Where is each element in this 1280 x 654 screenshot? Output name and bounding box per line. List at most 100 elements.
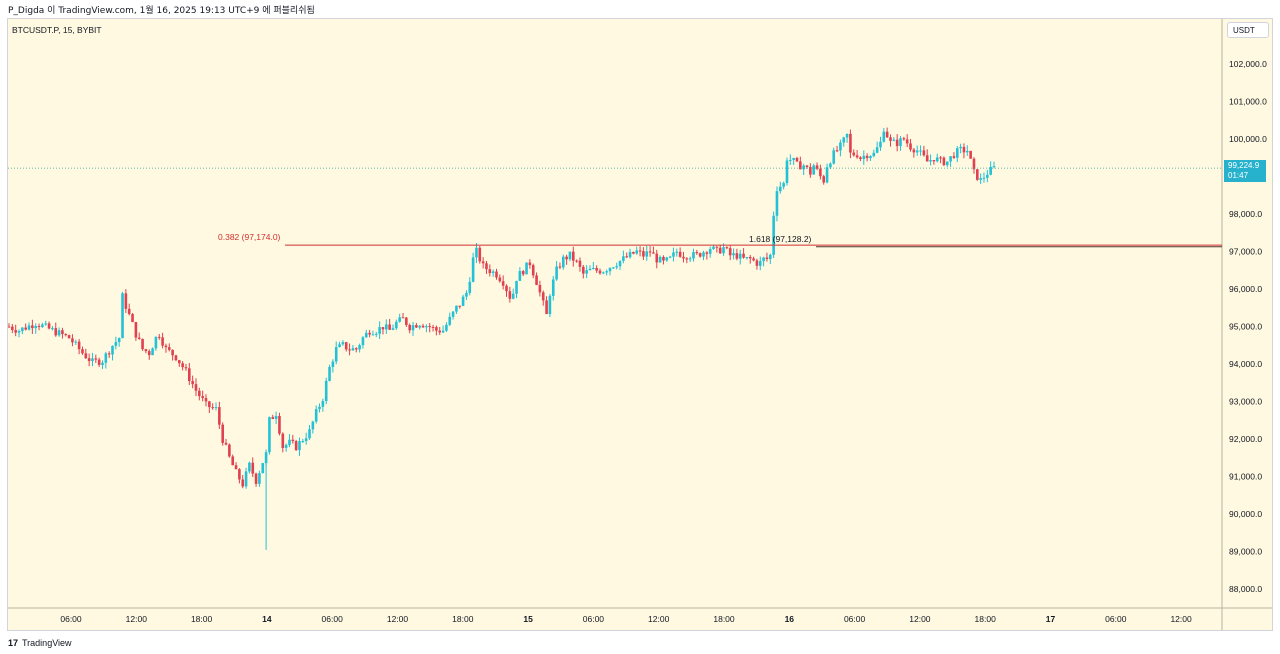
candle-body bbox=[181, 363, 184, 368]
candle-body bbox=[738, 253, 742, 259]
candle-body bbox=[411, 325, 415, 331]
candle-body bbox=[485, 263, 488, 270]
candle-body bbox=[531, 265, 535, 276]
candle-body bbox=[799, 161, 802, 170]
candle-body bbox=[538, 284, 542, 293]
candle-body bbox=[334, 347, 338, 362]
candle-body bbox=[425, 326, 428, 328]
candle-body bbox=[795, 157, 799, 162]
candle-body bbox=[281, 433, 285, 448]
x-tick-label: 12:00 bbox=[387, 614, 409, 624]
candle-body bbox=[67, 335, 71, 339]
candle-body bbox=[982, 177, 986, 179]
currency-button[interactable]: USDT bbox=[1227, 22, 1269, 38]
candle-body bbox=[488, 269, 492, 274]
candle-body bbox=[461, 296, 465, 306]
tradingview-brand: TradingView bbox=[22, 638, 72, 648]
x-tick-label: 18:00 bbox=[975, 614, 997, 624]
candle-body bbox=[772, 215, 775, 255]
candle-body bbox=[304, 438, 308, 442]
candle-body bbox=[171, 349, 174, 356]
candle-body bbox=[117, 338, 121, 342]
candle-body bbox=[491, 271, 495, 274]
candle-body bbox=[421, 325, 425, 328]
candle-body bbox=[622, 256, 625, 261]
candle-body bbox=[141, 338, 144, 350]
candle-body bbox=[615, 266, 618, 268]
candle-body bbox=[642, 251, 645, 257]
candle-body bbox=[929, 160, 932, 162]
candle-body bbox=[388, 324, 391, 330]
candle-body bbox=[41, 324, 44, 327]
candle-body bbox=[374, 333, 378, 335]
candle-body bbox=[732, 253, 735, 256]
candle-body bbox=[261, 463, 265, 474]
bar-countdown: 01:47 bbox=[1228, 171, 1249, 180]
candle-body bbox=[27, 325, 31, 330]
candle-body bbox=[301, 441, 305, 443]
candle-body bbox=[201, 396, 204, 399]
candle-body bbox=[802, 165, 805, 170]
candle-body bbox=[755, 260, 759, 266]
candle-body bbox=[588, 268, 592, 271]
candle-body bbox=[294, 441, 298, 451]
candle-body bbox=[161, 337, 164, 346]
candle-body bbox=[194, 384, 198, 391]
candle-body bbox=[555, 266, 558, 280]
candle-body bbox=[54, 328, 58, 336]
candle-body bbox=[478, 247, 482, 262]
y-tick-label: 89,000.0 bbox=[1229, 547, 1262, 557]
candle-body bbox=[278, 415, 281, 434]
candle-body bbox=[415, 325, 418, 328]
candle-body bbox=[61, 330, 64, 335]
x-tick-label: 18:00 bbox=[452, 614, 474, 624]
candle-body bbox=[842, 137, 846, 143]
y-tick-label: 95,000.0 bbox=[1229, 322, 1262, 332]
publish-info: P_Digda 이 TradingView.com, 1월 16, 2025 1… bbox=[8, 6, 315, 16]
x-tick-label: 06:00 bbox=[60, 614, 82, 624]
candle-body bbox=[34, 326, 38, 329]
candle-body bbox=[248, 462, 251, 472]
candle-body bbox=[865, 155, 869, 159]
candle-body bbox=[351, 348, 355, 351]
candle-body bbox=[952, 156, 956, 158]
candle-body bbox=[505, 285, 508, 292]
y-tick-label: 91,000.0 bbox=[1229, 472, 1262, 482]
candle-body bbox=[438, 330, 442, 333]
candle-body bbox=[935, 157, 939, 162]
candle-body bbox=[825, 167, 829, 183]
candle-body bbox=[391, 328, 395, 330]
x-tick-label: 15 bbox=[523, 614, 533, 624]
candle-body bbox=[922, 150, 926, 156]
candle-body bbox=[498, 277, 502, 282]
candle-body bbox=[545, 300, 548, 315]
candle-body bbox=[612, 267, 615, 269]
candle-body bbox=[648, 251, 652, 253]
candle-body bbox=[862, 155, 866, 160]
candle-body bbox=[44, 323, 48, 325]
candle-body bbox=[318, 406, 321, 410]
candle-body bbox=[471, 257, 475, 282]
candle-body bbox=[685, 258, 689, 260]
candle-body bbox=[331, 361, 335, 367]
plot-background bbox=[8, 19, 1272, 630]
candle-body bbox=[895, 139, 899, 147]
y-tick-label: 100,000.0 bbox=[1229, 134, 1267, 144]
candle-body bbox=[214, 407, 218, 409]
candle-body bbox=[969, 150, 972, 159]
candle-body bbox=[695, 252, 699, 254]
candle-body bbox=[989, 167, 992, 175]
candle-body bbox=[912, 149, 916, 153]
candlestick-chart[interactable]: 102,000.0101,000.0100,000.099,000.098,00… bbox=[8, 19, 1272, 630]
y-tick-label: 102,000.0 bbox=[1229, 59, 1267, 69]
candle-body bbox=[511, 293, 515, 299]
candle-body bbox=[882, 131, 886, 142]
candle-body bbox=[137, 337, 141, 339]
candle-body bbox=[234, 465, 238, 470]
candle-body bbox=[64, 334, 68, 336]
candle-body bbox=[298, 441, 301, 451]
candle-body bbox=[885, 131, 889, 138]
candle-body bbox=[271, 417, 275, 419]
candle-body bbox=[698, 253, 702, 257]
candle-body bbox=[74, 341, 78, 343]
